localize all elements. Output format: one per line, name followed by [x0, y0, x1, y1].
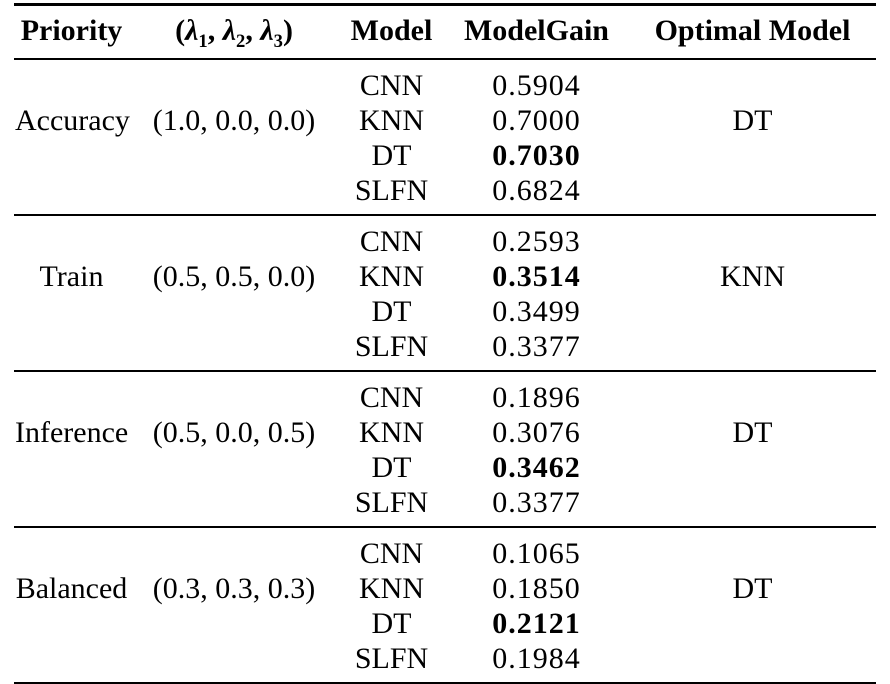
optimal-model-cell: DT: [732, 416, 773, 449]
model-cell: CNN: [359, 537, 424, 570]
table-row: KNN 0.3076: [14, 415, 876, 450]
optimal-model-cell: KNN: [720, 260, 785, 293]
model-cell: KNN: [359, 260, 424, 293]
lambda-symbol: λ: [185, 14, 199, 47]
table-row: DT 0.2121: [14, 606, 876, 641]
lambda-subscript: 2: [236, 31, 246, 52]
table-row: SLFN 0.1984: [14, 641, 876, 684]
priority-group: Inference (0.5, 0.0, 0.5) CNN 0.1896 DT KNN 0.…: [14, 371, 876, 527]
model-gain-cell: 0.3514: [492, 260, 581, 293]
optimal-model-cell: DT: [732, 104, 773, 137]
model-cell: SLFN: [354, 486, 429, 519]
priority-group: Train (0.5, 0.5, 0.0) CNN 0.2593 KNN KNN 0.351…: [14, 215, 876, 371]
col-header-lambda-tuple: (λ1, λ2, λ3): [129, 5, 339, 60]
paren-close: ): [282, 14, 293, 47]
model-gain-cell: 0.2593: [492, 225, 581, 258]
col-header-priority: Priority: [20, 14, 123, 47]
model-cell: SLFN: [354, 330, 429, 363]
model-gain-cell: 0.1065: [492, 537, 581, 570]
model-cell: SLFN: [354, 642, 429, 675]
table-row: DT 0.3499: [14, 294, 876, 329]
model-gain-cell: 0.2121: [492, 607, 581, 640]
model-gain-cell: 0.5904: [492, 69, 581, 102]
model-gain-cell: 0.1896: [492, 381, 581, 414]
priority-cell: Accuracy: [15, 104, 130, 137]
lambda-subscript: 1: [198, 31, 208, 52]
lambda-values-cell: (1.0, 0.0, 0.0): [152, 104, 316, 137]
priority-group: Balanced (0.3, 0.3, 0.3) CNN 0.1065 DT KNN 0.1…: [14, 527, 876, 684]
model-cell: CNN: [359, 225, 424, 258]
model-gain-cell: 0.3377: [492, 486, 581, 519]
table-row: SLFN 0.6824: [14, 173, 876, 215]
model-cell: DT: [371, 295, 412, 328]
col-header-optimal-model: Optimal Model: [654, 14, 851, 47]
model-gain-cell: 0.7030: [492, 139, 581, 172]
model-cell: DT: [371, 607, 412, 640]
optimal-model-cell: DT: [732, 572, 773, 605]
table-row: Accuracy (1.0, 0.0, 0.0) CNN 0.5904 DT: [14, 59, 876, 137]
table-row: SLFN 0.3377: [14, 485, 876, 527]
model-gain-cell: 0.6824: [492, 174, 581, 207]
model-cell: DT: [371, 139, 412, 172]
model-gain-cell: 0.7000: [492, 104, 581, 137]
lambda-values-cell: (0.5, 0.0, 0.5): [152, 416, 316, 449]
priority-cell: Balanced: [15, 572, 128, 605]
table-row: Inference (0.5, 0.0, 0.5) CNN 0.1896 DT: [14, 371, 876, 449]
model-cell: SLFN: [354, 174, 429, 207]
model-gain-cell: 0.3377: [492, 330, 581, 363]
model-gain-cell: 0.3462: [492, 451, 581, 484]
lambda-values-cell: (0.5, 0.5, 0.0): [152, 260, 316, 293]
separator: ,: [207, 14, 223, 47]
table-header: Priority (λ1, λ2, λ3) Model ModelGain Op…: [14, 5, 876, 60]
model-cell: KNN: [359, 416, 424, 449]
model-gain-cell: 0.3076: [492, 416, 581, 449]
model-cell: CNN: [359, 381, 424, 414]
separator: ,: [245, 14, 261, 47]
table-row: DT 0.3462: [14, 450, 876, 485]
lambda-values-cell: (0.3, 0.3, 0.3): [152, 572, 316, 605]
table-row: KNN 0.7000: [14, 103, 876, 138]
model-cell: KNN: [359, 104, 424, 137]
table-row: Balanced (0.3, 0.3, 0.3) CNN 0.1065 DT: [14, 527, 876, 605]
priority-cell: Train: [39, 260, 104, 293]
model-cell: CNN: [359, 69, 424, 102]
lambda-subscript: 3: [273, 31, 283, 52]
col-header-modelgain: ModelGain: [463, 14, 609, 47]
model-gain-cell: 0.3499: [492, 295, 581, 328]
table-row: KNN 0.1850: [14, 571, 876, 606]
priority-group: Accuracy (1.0, 0.0, 0.0) CNN 0.5904 DT KNN 0.7…: [14, 59, 876, 215]
model-gain-cell: 0.1984: [492, 642, 581, 675]
lambda-symbol: λ: [260, 14, 274, 47]
results-table: Priority (λ1, λ2, λ3) Model ModelGain Op…: [14, 3, 876, 684]
priority-cell: Inference: [15, 416, 129, 449]
paren-open: (: [175, 14, 186, 47]
model-gain-cell: 0.1850: [492, 572, 581, 605]
model-cell: KNN: [359, 572, 424, 605]
header-row: Priority (λ1, λ2, λ3) Model ModelGain Op…: [14, 5, 876, 60]
table-row: Train (0.5, 0.5, 0.0) CNN 0.2593 KNN: [14, 215, 876, 293]
table-row: SLFN 0.3377: [14, 329, 876, 371]
table-row: DT 0.7030: [14, 138, 876, 173]
lambda-symbol: λ: [222, 14, 237, 47]
model-cell: DT: [371, 451, 412, 484]
col-header-model: Model: [350, 14, 433, 47]
table-row: KNN 0.3514: [14, 259, 876, 294]
